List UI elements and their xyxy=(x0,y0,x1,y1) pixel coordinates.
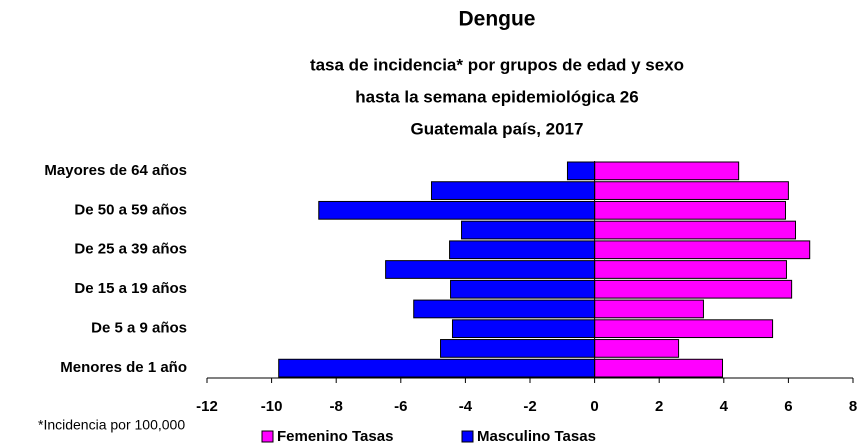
chart-subtitle: hasta la semana epidemiológica 26 xyxy=(355,87,638,106)
bar xyxy=(594,358,724,378)
bar xyxy=(449,240,596,260)
bar xyxy=(594,260,787,279)
x-tick-label: -4 xyxy=(459,398,473,415)
bar xyxy=(594,339,680,358)
x-tick-label: 2 xyxy=(655,398,663,415)
x-tick-label: -10 xyxy=(261,398,283,415)
bar xyxy=(385,260,596,279)
y-tick-label: De 5 a 9 años xyxy=(91,320,187,337)
bar xyxy=(594,200,786,220)
x-tick-label: -8 xyxy=(330,398,343,415)
bar xyxy=(594,181,789,200)
y-tick-label: Menores de 1 año xyxy=(60,359,187,376)
y-tick-label: Mayores de 64 años xyxy=(44,162,187,179)
x-tick-label: 6 xyxy=(784,398,792,415)
chart-title: Dengue xyxy=(458,8,535,31)
bar xyxy=(450,279,596,299)
bar xyxy=(413,299,596,319)
x-tick-label: -2 xyxy=(523,398,536,415)
x-tick-label: 0 xyxy=(590,398,598,415)
bar xyxy=(594,279,793,299)
legend-swatch xyxy=(261,430,274,443)
bar xyxy=(594,319,774,339)
chart-subtitle: tasa de incidencia* por grupos de edad y… xyxy=(310,55,684,74)
bar xyxy=(461,220,596,240)
bar xyxy=(594,161,740,181)
bar xyxy=(430,181,596,200)
y-tick-label: De 25 a 39 años xyxy=(74,241,187,258)
note: *Incidencia por 100,000 xyxy=(38,417,185,433)
bar xyxy=(451,319,596,339)
bar xyxy=(594,240,811,260)
x-tick-label: -12 xyxy=(196,398,218,415)
y-tick-label: De 50 a 59 años xyxy=(74,201,187,218)
legend-label: Femenino Tasas xyxy=(277,428,393,443)
bar xyxy=(594,299,704,319)
bar xyxy=(278,358,596,378)
bar xyxy=(566,161,596,181)
bar xyxy=(594,220,797,240)
bar xyxy=(318,200,596,220)
legend-label: Masculino Tasas xyxy=(477,428,596,443)
x-tick-label: 4 xyxy=(720,398,729,415)
bar xyxy=(440,339,596,358)
chart-subtitle: Guatemala país, 2017 xyxy=(411,119,584,138)
x-tick-label: -6 xyxy=(394,398,407,415)
y-tick-label: De 15 a 19 años xyxy=(74,280,187,297)
legend-swatch xyxy=(461,430,474,443)
x-tick-label: 8 xyxy=(849,398,857,415)
